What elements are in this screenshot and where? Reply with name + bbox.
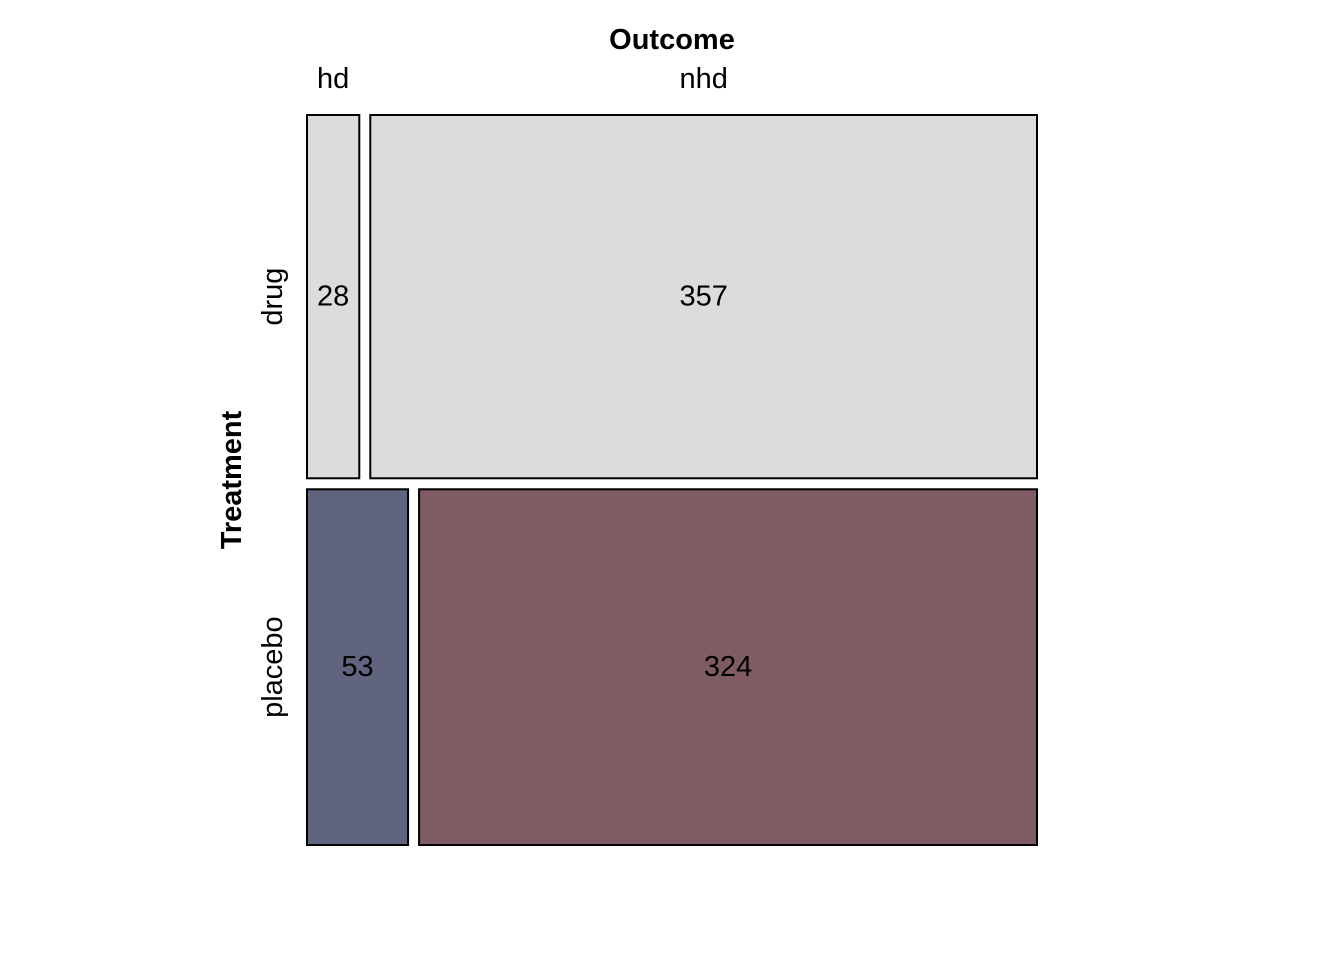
outcome-axis-title: Outcome: [609, 24, 735, 56]
col-level-nhd: nhd: [679, 63, 727, 95]
treatment-axis-title: Treatment: [216, 410, 248, 549]
cell-count-placebo-hd: 53: [341, 651, 373, 683]
cell-count-drug-hd: 28: [317, 281, 349, 313]
level-labels: hd nhd drug placebo: [257, 63, 728, 718]
row-level-drug: drug: [257, 268, 289, 326]
cell-count-drug-nhd: 357: [679, 281, 727, 313]
cell-count-placebo-nhd: 324: [704, 651, 752, 683]
cell-drug-nhd: [369, 114, 1039, 480]
cell-placebo-hd: [306, 488, 410, 846]
cell-drug-hd: [306, 114, 361, 480]
row-level-placebo: placebo: [257, 616, 289, 718]
cell-placebo-nhd: [418, 488, 1038, 846]
col-level-hd: hd: [317, 63, 349, 95]
mosaic-cells: 28 357 53 324: [306, 114, 1039, 846]
